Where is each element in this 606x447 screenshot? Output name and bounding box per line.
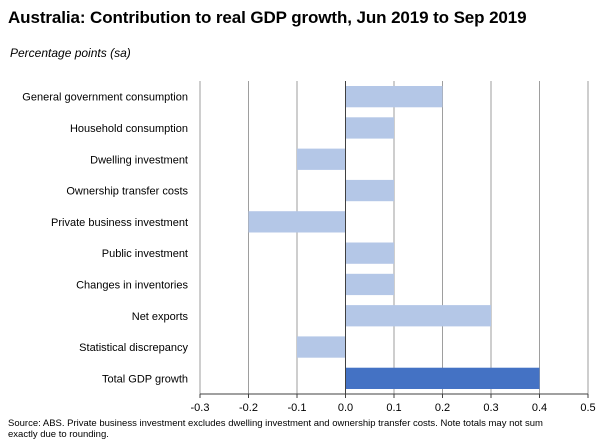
category-label: Ownership transfer costs xyxy=(66,186,188,198)
x-tick-label: 0.3 xyxy=(483,402,498,414)
category-label: Total GDP growth xyxy=(102,373,188,385)
x-tick-label: 0.4 xyxy=(532,402,547,414)
bar xyxy=(345,242,394,264)
category-labels: General government consumption Household … xyxy=(22,92,188,386)
bar xyxy=(345,86,443,108)
x-tick-label: -0.1 xyxy=(288,402,307,414)
category-label: Statistical discrepancy xyxy=(79,342,188,354)
x-tick-label: 0.2 xyxy=(435,402,450,414)
bar xyxy=(345,273,394,296)
axes xyxy=(199,81,589,398)
x-tick-label: -0.3 xyxy=(191,402,210,414)
category-label: Household consumption xyxy=(70,123,188,135)
category-label: Private business investment xyxy=(51,217,188,229)
bar xyxy=(345,179,394,202)
bar xyxy=(248,211,346,233)
bar xyxy=(345,305,491,327)
chart-title: Australia: Contribution to real GDP grow… xyxy=(8,8,527,27)
x-tick-label: -0.2 xyxy=(239,402,258,414)
category-label: Public investment xyxy=(102,248,188,260)
source-note: Source: ABS. Private business investment… xyxy=(8,418,543,440)
bar xyxy=(345,117,394,139)
x-tick-label: 0.5 xyxy=(580,402,595,414)
x-tick-label: 0.0 xyxy=(338,402,353,414)
bars xyxy=(248,86,540,389)
category-label: Dwelling investment xyxy=(90,154,188,166)
bar xyxy=(297,336,346,358)
category-label: Net exports xyxy=(132,311,189,323)
bar xyxy=(297,148,346,170)
bar xyxy=(345,367,540,389)
chart-subtitle: Percentage points (sa) xyxy=(10,46,131,60)
tick-labels: -0.3 -0.2 -0.1 0.0 0.1 0.2 0.3 0.4 0.5 xyxy=(191,402,596,414)
category-label: Changes in inventories xyxy=(76,279,188,291)
category-label: General government consumption xyxy=(22,92,188,104)
x-tick-label: 0.1 xyxy=(386,402,401,414)
